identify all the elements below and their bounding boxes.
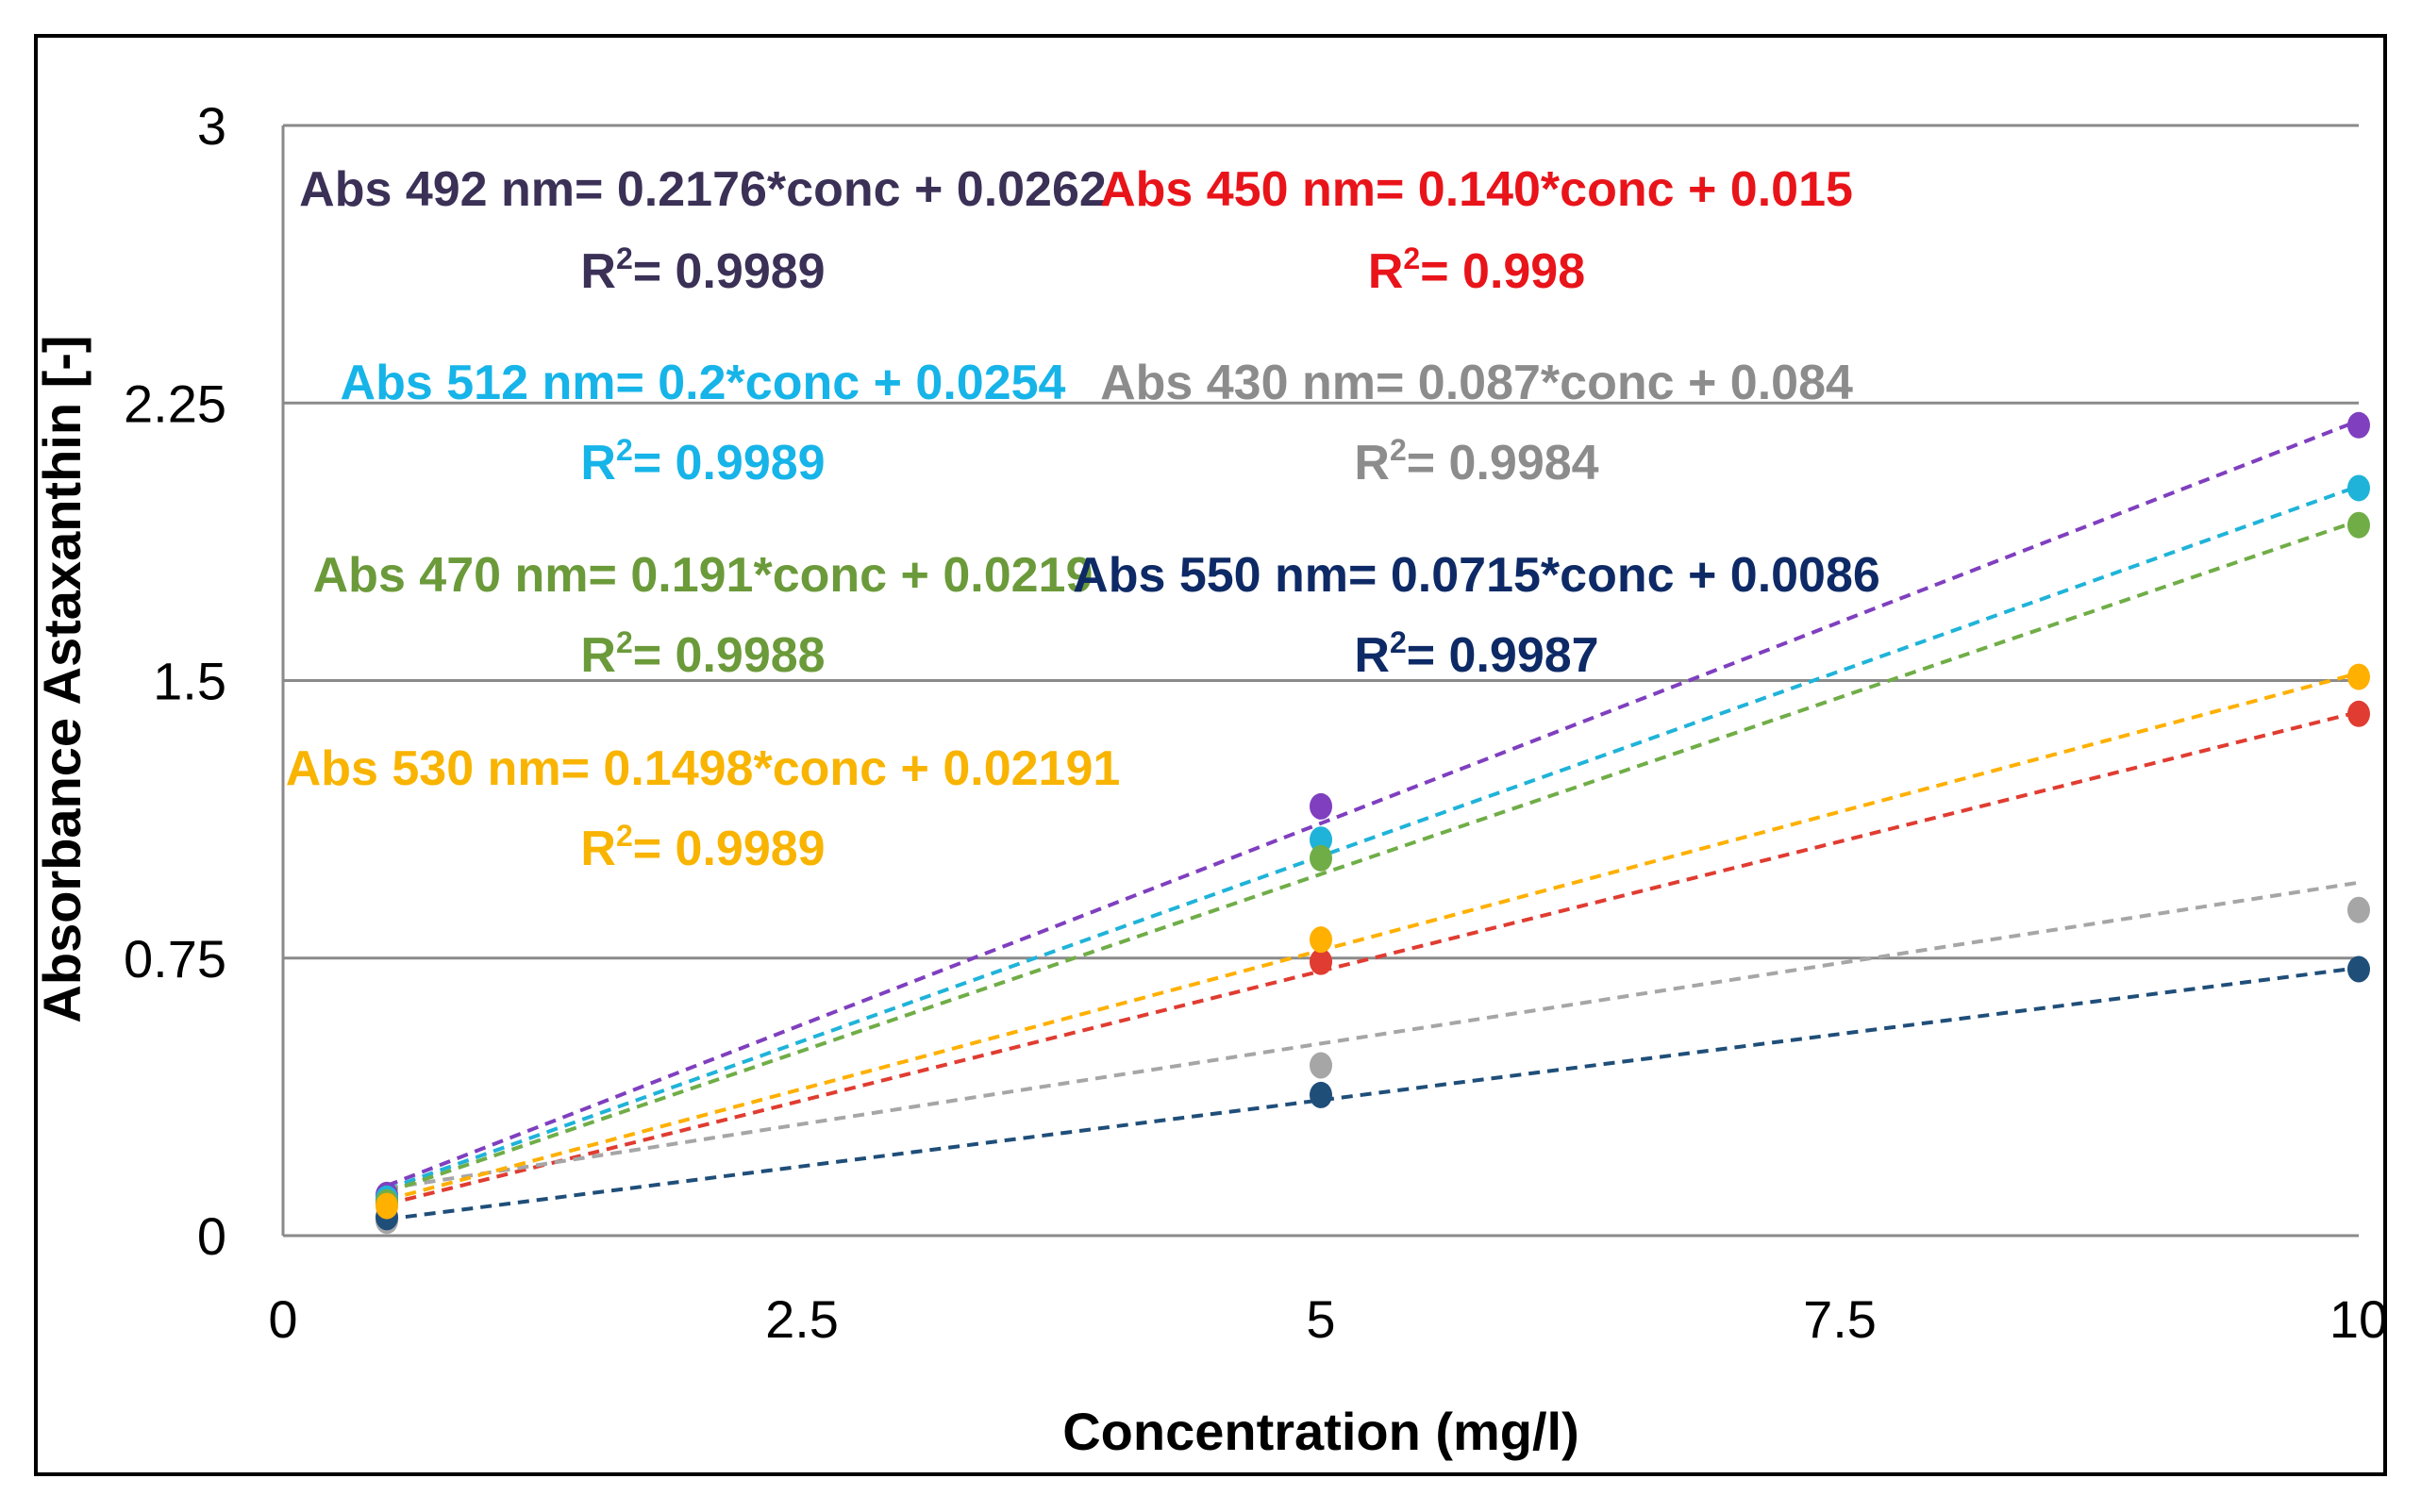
r2-label-3: R2= 0.9984 [1354,433,1598,490]
equation-label-4: Abs 470 nm= 0.191*conc + 0.0219 [313,548,1094,603]
equation-label-3: Abs 430 nm= 0.087*conc + 0.084 [1100,356,1853,410]
x-tick-label-4: 10 [2329,1289,2388,1349]
axis-layer [281,125,2359,1238]
data-point-6-2 [2347,663,2370,690]
y-tick-label-2: 1.5 [153,652,226,711]
data-point-4-2 [2347,511,2370,539]
y-axis-title: Absorbance Astaxanthin [-] [32,335,92,1022]
trendline-4 [386,519,2360,1194]
r2-label-1: R2= 0.998 [1368,241,1585,299]
x-tick-label-0: 0 [268,1289,297,1349]
x-tick-label-3: 7.5 [1803,1289,1877,1349]
trendline-0 [386,419,2360,1188]
y-tick-label-3: 2.25 [124,374,226,433]
trendline-3 [386,880,2360,1190]
data-point-6-1 [1310,926,1332,954]
equation-label-6: Abs 530 nm= 0.1498*conc + 0.02191 [286,741,1121,796]
r2-label-6: R2= 0.9989 [580,819,825,876]
equation-label-0: Abs 492 nm= 0.2176*conc + 0.0262 [299,162,1107,217]
data-point-4-1 [1310,844,1332,872]
y-tick-label-1: 0.75 [124,929,226,989]
data-point-3-1 [1310,1052,1332,1079]
data-point-5-2 [2347,955,2370,983]
y-tick-label-4: 3 [197,96,226,156]
data-point-2-2 [2347,474,2370,502]
x-tick-label-1: 2.5 [765,1289,839,1349]
data-point-1-1 [1310,948,1332,975]
r2-label-5: R2= 0.9987 [1354,625,1598,683]
data-point-6-0 [376,1192,398,1220]
data-point-1-2 [2347,700,2370,727]
trendlines [386,419,2360,1221]
tick-labels: 0 0.75 1.5 2.25 3 0 2.5 5 7.5 10 [124,96,2388,1349]
r2-label-0: R2= 0.9989 [580,241,825,299]
x-axis-title: Concentration (mg/l) [1062,1402,1579,1461]
data-point-0-2 [2347,411,2370,439]
data-point-2-1 [1310,826,1332,854]
equation-label-1: Abs 450 nm= 0.140*conc + 0.015 [1100,162,1853,217]
r2-label-4: R2= 0.9988 [580,625,825,683]
trendline-5 [386,966,2360,1221]
data-points [376,411,2370,1235]
data-point-0-1 [1310,792,1332,820]
trendline-6 [386,671,2360,1202]
data-point-5-1 [1310,1081,1332,1108]
y-tick-label-0: 0 [197,1206,226,1266]
equation-label-2: Abs 512 nm= 0.2*conc + 0.0254 [341,356,1066,410]
data-point-3-2 [2347,896,2370,923]
equation-label-5: Abs 550 nm= 0.0715*conc + 0.0086 [1073,548,1880,603]
trendline-2 [386,484,2360,1191]
x-tick-label-2: 5 [1306,1289,1335,1349]
equation-annotations: Abs 492 nm= 0.2176*conc + 0.0262 R2= 0.99… [286,162,1880,876]
r2-label-2: R2= 0.9989 [580,433,825,490]
